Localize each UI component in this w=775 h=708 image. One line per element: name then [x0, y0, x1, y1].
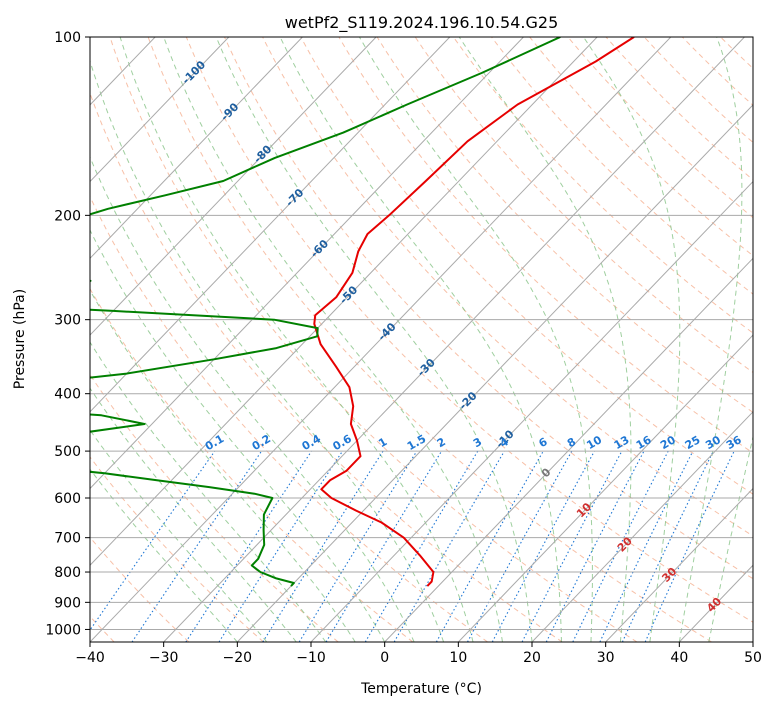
x-tick-label: −40 — [75, 650, 105, 666]
chart-title: wetPf2_S119.2024.196.10.54.G25 — [285, 13, 559, 33]
y-tick-label: 400 — [54, 387, 81, 403]
y-tick-label: 200 — [54, 208, 81, 224]
y-tick-label: 600 — [54, 491, 81, 507]
x-axis-label: Temperature (°C) — [360, 681, 482, 697]
x-tick-label: 50 — [744, 650, 762, 666]
y-tick-label: 700 — [54, 531, 81, 547]
y-tick-label: 900 — [54, 595, 81, 611]
y-tick-label: 500 — [54, 444, 81, 460]
x-tick-label: −10 — [296, 650, 326, 666]
x-tick-label: −30 — [149, 650, 179, 666]
x-tick-label: 0 — [380, 650, 389, 666]
y-tick-label: 1000 — [45, 622, 81, 638]
y-tick-label: 100 — [54, 30, 81, 46]
x-tick-label: 40 — [670, 650, 688, 666]
x-tick-label: −20 — [223, 650, 253, 666]
y-axis-label: Pressure (hPa) — [12, 289, 28, 389]
y-tick-label: 800 — [54, 565, 81, 581]
x-tick-label: 10 — [449, 650, 467, 666]
x-tick-label: 20 — [523, 650, 541, 666]
y-tick-label: 300 — [54, 313, 81, 329]
x-tick-label: 30 — [597, 650, 615, 666]
